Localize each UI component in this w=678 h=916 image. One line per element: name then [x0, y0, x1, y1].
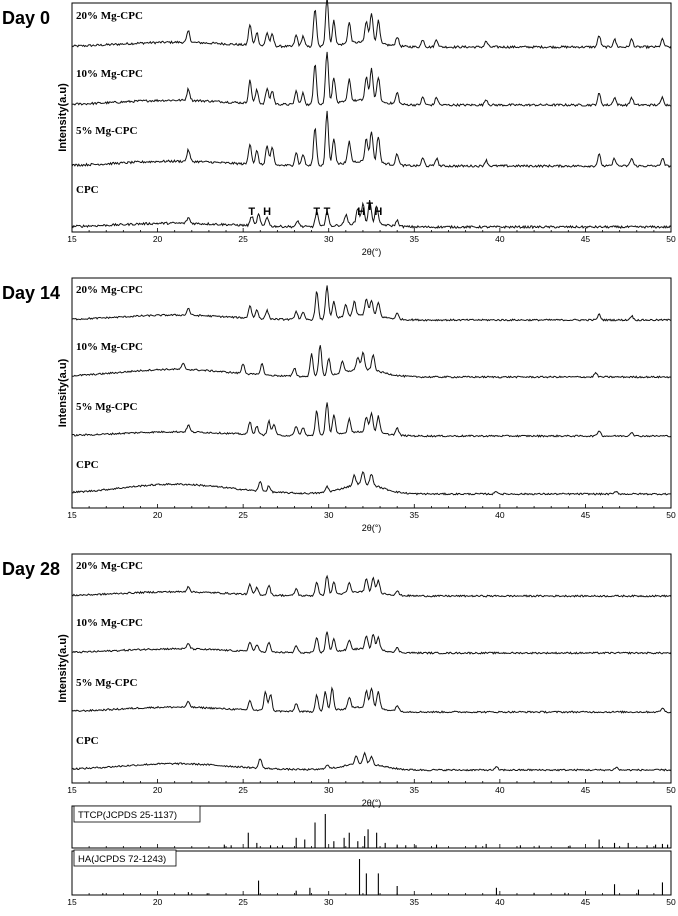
xrd-pattern-line — [71, 0, 672, 50]
x-tick-label: 15 — [67, 785, 77, 795]
series-label: 5% Mg-CPC — [76, 677, 137, 689]
plot-frame — [71, 553, 672, 784]
x-tick-label: 30 — [324, 897, 334, 907]
series-label: 10% Mg-CPC — [76, 617, 143, 629]
peak-annotation: T — [324, 206, 331, 218]
reference-label: HA(JCPDS 72-1243) — [78, 854, 166, 865]
x-tick-label: 30 — [324, 510, 334, 520]
x-tick-label: 45 — [581, 897, 591, 907]
x-tick-label: 25 — [238, 897, 248, 907]
reference-label-box — [73, 849, 177, 867]
xrd-pattern-line — [71, 345, 672, 379]
series-label: 20% Mg-CPC — [76, 560, 143, 572]
x-tick-label: 35 — [410, 897, 420, 907]
peak-annotation: H — [263, 206, 271, 218]
x-tick-label: 25 — [238, 234, 248, 244]
peak-annotation: T — [248, 206, 255, 218]
x-tick-label: 35 — [410, 510, 420, 520]
x-tick-label: 50 — [666, 234, 676, 244]
x-axis-label: 2θ(°) — [362, 798, 382, 808]
x-tick-label: 40 — [495, 897, 505, 907]
y-axis-label: Intensity(a.u) — [57, 83, 69, 152]
x-tick-label: 40 — [495, 785, 505, 795]
xrd-pattern-line — [71, 199, 672, 230]
xrd-pattern-line — [71, 110, 672, 169]
xrd-pattern-line — [71, 751, 672, 772]
y-axis-label: Intensity(a.u) — [57, 634, 69, 703]
peak-annotation: T — [313, 206, 320, 218]
xrd-pattern-line — [71, 402, 672, 438]
series-label: CPC — [76, 184, 99, 196]
reference-label-box — [73, 805, 201, 823]
ha-reference-panel: HA(JCPDS 72-1243) 15 20 25 30 35 40 45 50 — [67, 849, 676, 907]
x-tick-label: 20 — [153, 785, 163, 795]
x-tick-label: 15 — [67, 234, 77, 244]
x-tick-label: 45 — [581, 234, 591, 244]
plot-frame — [71, 850, 672, 896]
x-tick-label: 15 — [67, 510, 77, 520]
series-label: CPC — [76, 459, 99, 471]
xrd-pattern-line — [71, 285, 672, 322]
xrd-pattern-line — [71, 51, 672, 108]
x-tick-label: 20 — [153, 510, 163, 520]
x-tick-label: 45 — [581, 785, 591, 795]
x-tick-label: 30 — [324, 785, 334, 795]
peak-annotation: H — [357, 206, 365, 218]
x-tick-label: 20 — [153, 897, 163, 907]
series-label: 5% Mg-CPC — [76, 401, 137, 413]
plot-frame — [71, 277, 672, 509]
xrd-pattern-line — [71, 574, 672, 598]
x-tick-label: 35 — [410, 234, 420, 244]
series-label: 20% Mg-CPC — [76, 10, 143, 22]
panel-title: Day 28 — [2, 559, 60, 579]
x-tick-label: 40 — [495, 510, 505, 520]
series-label: 10% Mg-CPC — [76, 341, 143, 353]
plot-frame — [71, 2, 672, 233]
series-label: 10% Mg-CPC — [76, 68, 143, 80]
series-label: 5% Mg-CPC — [76, 125, 137, 137]
x-tick-label: 25 — [238, 510, 248, 520]
x-axis-label: 2θ(°) — [362, 247, 382, 257]
xrd-panel-day-14: Day 14 Intensity(a.u) 15 20 25 30 35 40 45 50 2θ(°… — [2, 277, 676, 533]
xrd-panel-day-0: Day 0 Intensity(a.u) 15 20 25 30 35 40 45 50 2θ(°)… — [2, 0, 676, 257]
x-tick-label: 35 — [410, 785, 420, 795]
panel-title: Day 0 — [2, 8, 50, 28]
x-tick-label: 20 — [153, 234, 163, 244]
series-label: CPC — [76, 735, 99, 747]
reference-label: TTCP(JCPDS 25-1137) — [78, 810, 177, 821]
y-axis-label: Intensity(a.u) — [57, 358, 69, 427]
xrd-panel-day-28: Day 28 Intensity(a.u) 15 20 25 30 35 40 45 50 2θ(°… — [2, 553, 676, 808]
plot-frame — [71, 805, 672, 849]
x-tick-label: 15 — [67, 897, 77, 907]
xrd-pattern-line — [71, 686, 672, 714]
peak-annotation: T — [366, 201, 373, 213]
ttcp-reference-panel: TTCP(JCPDS 25-1137) — [71, 805, 672, 849]
x-tick-label: 40 — [495, 234, 505, 244]
x-tick-label: 50 — [666, 785, 676, 795]
x-tick-label: 25 — [238, 785, 248, 795]
series-label: 20% Mg-CPC — [76, 284, 143, 296]
x-tick-label: 45 — [581, 510, 591, 520]
xrd-pattern-line — [71, 631, 672, 655]
panel-title: Day 14 — [2, 283, 60, 303]
xrd-pattern-line — [71, 471, 671, 496]
x-tick-label: 50 — [666, 897, 676, 907]
x-axis-label: 2θ(°) — [362, 523, 382, 533]
peak-annotation: H — [374, 206, 382, 218]
x-tick-label: 50 — [666, 510, 676, 520]
x-tick-label: 30 — [324, 234, 334, 244]
